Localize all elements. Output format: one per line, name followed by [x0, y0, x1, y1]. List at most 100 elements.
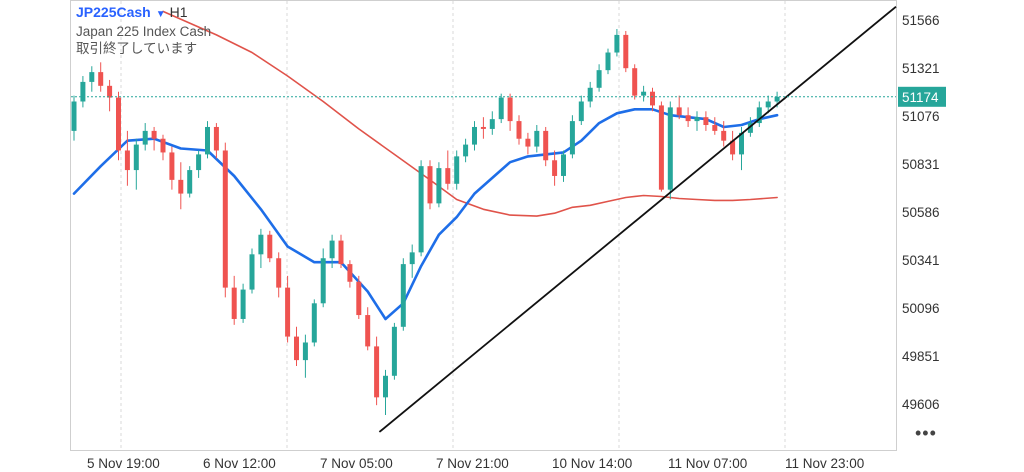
candle-down: [169, 152, 175, 180]
candle-down: [632, 68, 638, 96]
candle-up: [747, 123, 753, 133]
candle-up: [311, 303, 317, 343]
candle-up: [80, 81, 86, 102]
candle-up: [436, 168, 442, 204]
y-tick-label: 50586: [902, 205, 940, 220]
candle-down: [543, 130, 549, 161]
candle-down: [338, 240, 344, 265]
x-tick-label: 11 Nov 07:00: [668, 456, 747, 471]
y-tick-label: 51321: [902, 61, 940, 76]
candle-up: [249, 254, 255, 290]
y-tick-label: 51566: [902, 13, 940, 28]
candle-down: [98, 72, 104, 86]
candle-up: [418, 166, 424, 253]
candle-up: [534, 130, 540, 147]
candle-up: [187, 170, 193, 194]
candle-up: [454, 156, 460, 184]
candle-up: [463, 144, 469, 157]
candle-up: [561, 154, 566, 176]
candle-up: [774, 96, 780, 102]
last-price-tag: [898, 86, 946, 107]
timeframe-dropdown-icon[interactable]: ▼: [155, 9, 166, 20]
candle-up: [320, 258, 326, 304]
last-price-label: 51174: [902, 90, 939, 105]
x-axis[interactable]: 5 Nov 19:00 6 Nov 12:00 7 Nov 05:00 7 Nov 2…: [87, 456, 864, 471]
candle-down: [365, 315, 371, 347]
candle-up: [756, 107, 762, 124]
candle-up: [240, 289, 246, 319]
candle-down: [552, 160, 558, 176]
y-axis[interactable]: 49606 49851 50096 50341 50586 50831 51076 51321…: [898, 13, 946, 412]
ma-slow-path: [162, 10, 778, 217]
candle-down: [294, 336, 299, 361]
candle-down: [276, 258, 282, 288]
candle-down: [516, 121, 522, 139]
candle-down: [676, 107, 682, 116]
x-tick-label: 11 Nov 23:00: [785, 456, 864, 471]
timeframe-label[interactable]: H1: [169, 4, 188, 20]
x-tick-label: 10 Nov 14:00: [552, 456, 632, 471]
candle-down: [124, 150, 130, 171]
candle-down: [703, 117, 709, 126]
candle-up: [302, 342, 308, 361]
candle-down: [285, 287, 291, 337]
candle-up: [409, 252, 415, 265]
candle-down: [151, 130, 157, 139]
candle-up: [133, 144, 139, 171]
candle-down: [480, 126, 486, 129]
candle-up: [667, 107, 673, 190]
candle-up: [578, 101, 584, 122]
candle-up: [694, 117, 700, 122]
y-tick-label: 49851: [902, 349, 940, 364]
candle-down: [721, 130, 727, 141]
x-tick-label: 5 Nov 19:00: [87, 456, 160, 471]
candle-down: [116, 97, 121, 151]
candle-down: [650, 91, 655, 106]
y-tick-label: 50341: [902, 253, 940, 268]
y-tick-label: 51076: [902, 109, 940, 124]
market-status: 取引終了しています: [76, 41, 198, 56]
candle-up: [614, 34, 620, 53]
candle-down: [712, 125, 718, 131]
candle-up: [587, 87, 593, 102]
candlesticks: [71, 29, 780, 415]
candle-down: [178, 179, 184, 194]
x-tick-label: 7 Nov 21:00: [436, 456, 509, 471]
y-tick-label: 50096: [902, 301, 940, 316]
instrument-name: Japan 225 Index Cash: [76, 24, 212, 39]
candle-up: [765, 101, 771, 108]
candle-up: [383, 375, 388, 398]
candle-up: [400, 264, 406, 327]
candle-up: [142, 130, 148, 145]
candle-down: [427, 166, 433, 204]
trendline[interactable]: [378, 5, 897, 433]
candle-down: [222, 150, 228, 288]
candle-down: [623, 34, 629, 69]
plot-border: [70, 0, 897, 451]
trendline-path: [378, 5, 897, 433]
candle-down: [507, 97, 513, 122]
candle-up: [596, 70, 602, 88]
candle-up: [472, 126, 477, 145]
candle-up: [258, 234, 264, 255]
x-tick-label: 7 Nov 05:00: [320, 456, 393, 471]
candle-up: [641, 91, 647, 96]
candle-down: [160, 138, 166, 153]
candle-up: [605, 52, 611, 71]
candle-up: [489, 119, 495, 129]
x-tick-label: 6 Nov 12:00: [203, 456, 276, 471]
candle-down: [445, 168, 451, 184]
candle-down: [374, 346, 380, 398]
candle-down: [658, 105, 664, 190]
candle-down: [730, 140, 736, 155]
more-options-icon[interactable]: •••: [915, 423, 937, 443]
candle-up: [205, 126, 210, 155]
symbol-label[interactable]: JP225Cash: [76, 4, 151, 20]
candle-up: [498, 97, 504, 120]
ma-slow-line: [162, 10, 778, 217]
grid-lines: [120, 1, 786, 450]
candle-up: [89, 72, 95, 82]
y-tick-label: 50831: [902, 157, 940, 172]
candle-up: [71, 101, 77, 131]
